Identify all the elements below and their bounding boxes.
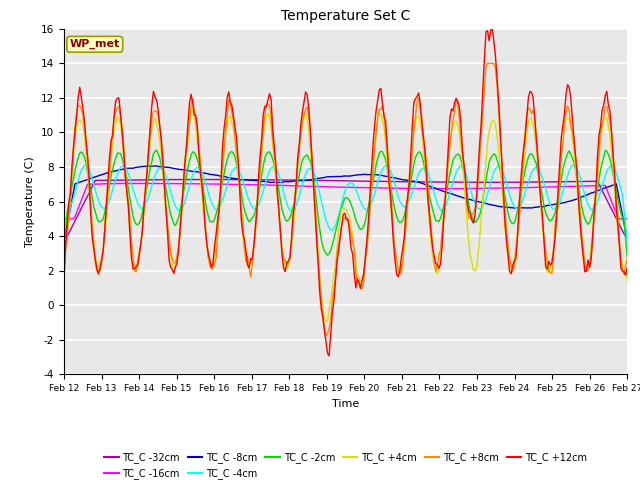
TC_C +12cm <box>60 273 68 279</box>
X-axis label: Time: Time <box>332 399 359 408</box>
TC_C -4cm <box>129 186 137 192</box>
Title: Temperature Set C: Temperature Set C <box>281 10 410 24</box>
Line: TC_C -2cm: TC_C -2cm <box>64 150 627 257</box>
TC_C +4cm <box>230 126 237 132</box>
TC_C -32cm <box>230 177 237 182</box>
TC_C -4cm <box>256 198 264 204</box>
TC_C +12cm <box>623 265 631 271</box>
TC_C -16cm <box>60 216 68 222</box>
TC_C +8cm <box>307 129 314 134</box>
TC_C +12cm <box>488 26 496 32</box>
Legend: TC_C -32cm, TC_C -16cm, TC_C -8cm, TC_C -4cm, TC_C -2cm, TC_C +4cm, TC_C +8cm, T: TC_C -32cm, TC_C -16cm, TC_C -8cm, TC_C … <box>100 448 591 480</box>
TC_C +8cm <box>60 278 68 284</box>
TC_C -4cm <box>247 201 255 207</box>
TC_C +12cm <box>228 103 236 108</box>
TC_C +4cm <box>129 254 137 260</box>
TC_C -16cm <box>308 183 316 189</box>
TC_C -4cm <box>307 165 314 171</box>
TC_C +8cm <box>228 110 236 116</box>
TC_C -4cm <box>623 239 631 244</box>
TC_C +4cm <box>322 319 330 325</box>
TC_C -32cm <box>129 177 137 183</box>
TC_C +8cm <box>256 168 264 174</box>
TC_C -4cm <box>568 162 576 168</box>
TC_C -32cm <box>593 179 601 184</box>
TC_C -8cm <box>129 166 137 171</box>
TC_C -32cm <box>308 178 316 183</box>
TC_C -16cm <box>230 181 237 187</box>
Line: TC_C +4cm: TC_C +4cm <box>64 109 627 322</box>
TC_C -2cm <box>230 150 237 156</box>
TC_C +4cm <box>60 264 68 270</box>
TC_C -4cm <box>60 251 68 256</box>
TC_C -2cm <box>248 215 256 221</box>
TC_C +8cm <box>129 256 137 262</box>
TC_C -16cm <box>593 183 601 189</box>
Text: WP_met: WP_met <box>70 39 120 49</box>
TC_C +12cm <box>307 127 314 132</box>
TC_C -4cm <box>228 169 236 175</box>
TC_C +4cm <box>248 255 256 261</box>
TC_C -32cm <box>60 233 68 239</box>
TC_C -8cm <box>153 163 161 169</box>
TC_C -2cm <box>153 147 161 153</box>
TC_C +4cm <box>623 278 631 284</box>
TC_C -8cm <box>230 176 237 181</box>
Line: TC_C -8cm: TC_C -8cm <box>64 166 627 236</box>
TC_C -32cm <box>623 233 631 239</box>
TC_C -32cm <box>258 177 266 183</box>
Line: TC_C -4cm: TC_C -4cm <box>64 165 627 253</box>
TC_C -8cm <box>308 177 316 182</box>
TC_C +4cm <box>258 153 266 158</box>
Line: TC_C -16cm: TC_C -16cm <box>64 183 627 219</box>
TC_C -8cm <box>593 188 601 193</box>
TC_C -32cm <box>248 177 256 182</box>
TC_C -16cm <box>129 180 137 186</box>
TC_C -8cm <box>248 177 256 183</box>
TC_C -2cm <box>60 251 68 257</box>
TC_C -8cm <box>60 233 68 239</box>
TC_C +4cm <box>189 106 196 112</box>
TC_C +8cm <box>484 60 492 66</box>
TC_C -2cm <box>258 172 266 178</box>
TC_C +4cm <box>595 155 603 160</box>
TC_C +12cm <box>247 256 255 262</box>
TC_C +12cm <box>595 132 603 138</box>
TC_C -2cm <box>623 254 631 260</box>
TC_C -16cm <box>248 182 256 188</box>
TC_C -32cm <box>203 177 211 182</box>
TC_C -2cm <box>129 213 137 219</box>
Line: TC_C -32cm: TC_C -32cm <box>64 180 627 236</box>
TC_C -16cm <box>623 216 631 222</box>
TC_C +4cm <box>308 162 316 168</box>
TC_C +12cm <box>129 266 137 272</box>
TC_C +12cm <box>256 153 264 158</box>
TC_C +8cm <box>623 256 631 262</box>
Line: TC_C +8cm: TC_C +8cm <box>64 63 627 336</box>
TC_C +12cm <box>325 353 333 359</box>
TC_C -16cm <box>258 182 266 188</box>
TC_C -8cm <box>623 233 631 239</box>
TC_C -4cm <box>593 199 601 205</box>
TC_C -8cm <box>258 179 266 184</box>
TC_C -16cm <box>141 180 149 186</box>
TC_C +8cm <box>595 148 603 154</box>
Line: TC_C +12cm: TC_C +12cm <box>64 29 627 356</box>
TC_C +8cm <box>247 275 255 280</box>
TC_C -2cm <box>308 165 316 171</box>
Y-axis label: Temperature (C): Temperature (C) <box>26 156 35 247</box>
TC_C +8cm <box>322 333 330 339</box>
TC_C -2cm <box>593 186 601 192</box>
